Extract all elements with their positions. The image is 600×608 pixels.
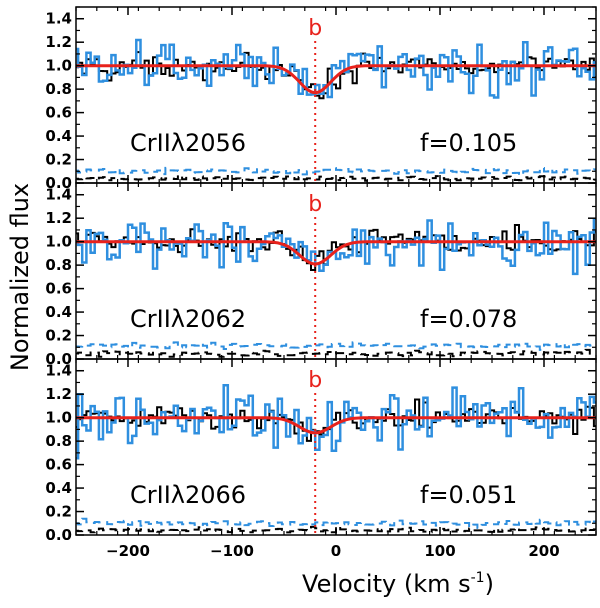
panel-2: b 0.0 0.2 0.4 0.6 0.8 1.0 1.2 1.4 CrIIλ2062 f=0.07…	[45, 182, 597, 368]
y-tick-label: 0.0	[45, 526, 72, 544]
x-tick-label: 100	[424, 542, 455, 560]
blue-error-spectrum	[76, 517, 596, 529]
ion-label: CrIIλ2056	[130, 129, 246, 157]
y-tick-label: 1.2	[45, 33, 72, 51]
y-tick-label: 1.4	[45, 186, 72, 204]
ion-label: CrIIλ2066	[130, 481, 246, 509]
oscillator-strength-label: f=0.105	[420, 129, 517, 157]
y-tick-label: 0.2	[45, 327, 72, 345]
y-tick-label: 0.2	[45, 503, 72, 521]
component-label: b	[308, 368, 322, 393]
blue-flux-spectrum	[76, 217, 596, 276]
blue-flux-spectrum	[76, 38, 596, 99]
model-fit-curve	[76, 64, 596, 95]
x-axis-title: Velocity (km s-1)	[302, 570, 494, 598]
y-tick-label: 0.0	[45, 174, 72, 192]
y-tick-label: 0.6	[45, 104, 72, 122]
y-tick-label: 0.4	[45, 479, 72, 497]
x-tick-label: −100	[210, 542, 254, 560]
x-axis: −200 −100 0 100 200	[106, 542, 560, 560]
y-tick-label: 0.6	[45, 456, 72, 474]
black-flux-spectrum	[76, 224, 596, 271]
blue-error-spectrum	[76, 166, 596, 177]
x-tick-label: 200	[528, 542, 559, 560]
y-tick-label: 0.4	[45, 303, 72, 321]
oscillator-strength-label: f=0.051	[420, 481, 517, 509]
panel-data	[76, 217, 596, 358]
y-tick-label: 1.0	[45, 409, 72, 427]
blue-error-spectrum	[76, 341, 596, 351]
y-tick-label: 1.2	[45, 385, 72, 403]
black-error-spectrum	[76, 174, 596, 182]
y-tick-label: 0.8	[45, 256, 72, 274]
y-tick-label: 1.0	[45, 57, 72, 75]
panel-data	[76, 38, 596, 182]
blue-flux-spectrum	[76, 384, 596, 460]
y-tick-label: 0.8	[45, 80, 72, 98]
panel-3: b 0.0 0.2 0.4 0.6 0.8 1.0 1.2 1.4 CrIIλ2066 f=0.05…	[45, 358, 597, 544]
y-tick-label: 1.0	[45, 233, 72, 251]
y-tick-label: 1.4	[45, 10, 72, 28]
x-tick-label: 0	[331, 542, 341, 560]
y-tick-label: 1.2	[45, 209, 72, 227]
component-label: b	[308, 16, 322, 41]
y-tick-label: 0.6	[45, 280, 72, 298]
model-fit-curve	[76, 416, 596, 435]
black-error-spectrum	[76, 525, 596, 534]
oscillator-strength-label: f=0.078	[420, 305, 517, 333]
y-axis-title: Normalized flux	[6, 183, 34, 371]
y-tick-label: 0.8	[45, 432, 72, 450]
x-tick-label: −200	[106, 542, 150, 560]
black-error-spectrum	[76, 348, 596, 358]
component-label: b	[308, 192, 322, 217]
panel-data	[76, 384, 596, 534]
y-tick-label: 1.4	[45, 362, 72, 380]
y-tick-label: 0.4	[45, 127, 72, 145]
y-tick-label: 0.0	[45, 350, 72, 368]
x-axis-title-superscript: -1	[471, 570, 485, 586]
panels-group: b 0.0 0.2 0.4 0.6 0.8 1.0 1.2 1.4 CrIIλ2056 f=0.10…	[45, 6, 597, 544]
x-axis-title-main: Velocity (km s	[302, 570, 471, 598]
ion-label: CrIIλ2062	[130, 305, 246, 333]
model-fit-curve	[76, 240, 596, 266]
y-tick-label: 0.2	[45, 151, 72, 169]
x-axis-title-close: )	[485, 570, 494, 598]
panel-1: b 0.0 0.2 0.4 0.6 0.8 1.0 1.2 1.4 CrIIλ2056 f=0.10…	[45, 6, 597, 192]
